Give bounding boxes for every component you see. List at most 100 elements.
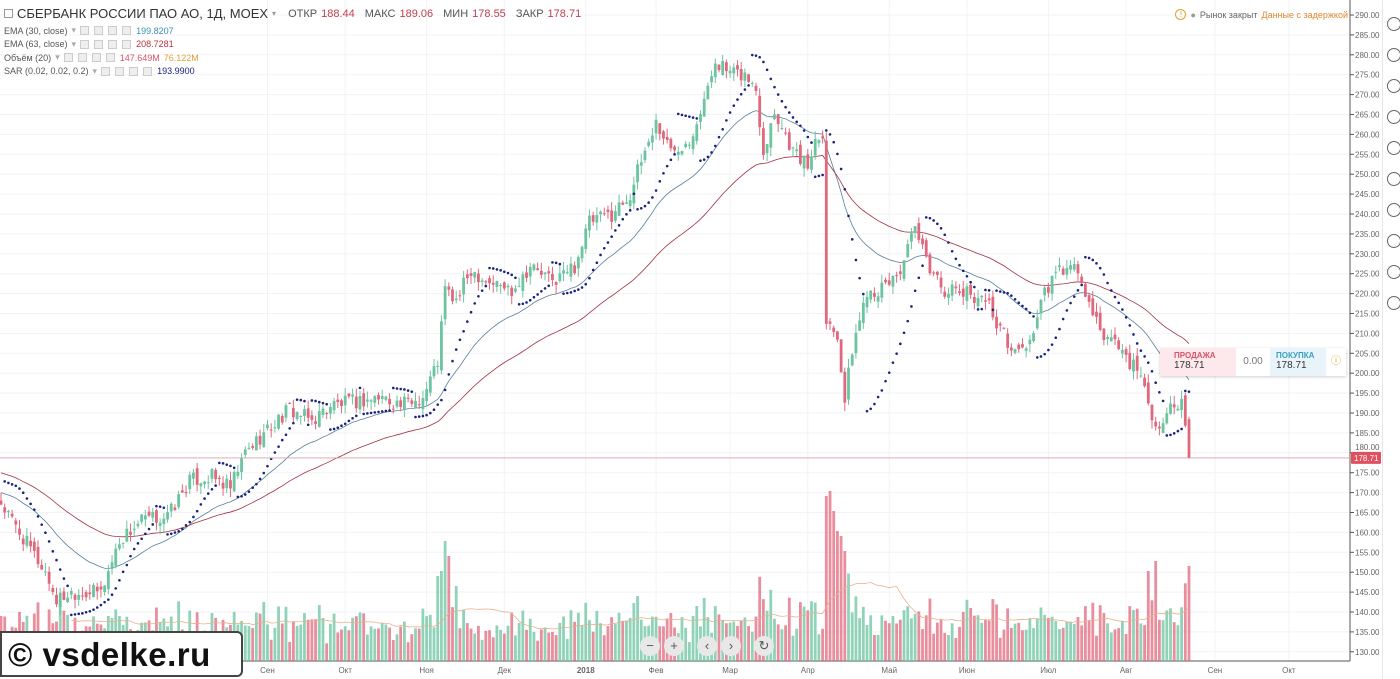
sar-dot: [662, 171, 665, 175]
candle: [784, 127, 787, 136]
candle-body: [1117, 340, 1121, 350]
indicator-volume[interactable]: Объём (20) ▾ 147.649M 76.122M: [4, 52, 199, 63]
volume-bar: [480, 639, 484, 661]
collapse-icon[interactable]: [4, 9, 13, 18]
candle-body: [236, 471, 240, 477]
close-icon[interactable]: [105, 53, 115, 63]
more-icon[interactable]: [129, 66, 139, 76]
candle: [121, 542, 125, 549]
zoom-out-button[interactable]: −: [640, 636, 660, 656]
scroll-forward-button[interactable]: ›: [721, 636, 741, 656]
clock-icon[interactable]: [1387, 79, 1400, 93]
sar-dot: [447, 373, 451, 376]
zoom-in-button[interactable]: +: [664, 636, 684, 656]
candle-body: [1102, 328, 1106, 341]
volume-bar: [784, 625, 787, 661]
close-icon[interactable]: [122, 26, 132, 36]
volume-bar: [761, 599, 765, 661]
settings-icon[interactable]: [77, 53, 87, 63]
candle: [166, 504, 169, 523]
sar-dot: [813, 175, 817, 179]
candle: [10, 509, 14, 519]
sar-dot: [676, 112, 680, 116]
sar-dot: [517, 302, 521, 306]
volume-bar: [691, 616, 695, 661]
watchlist-icon[interactable]: [1387, 48, 1400, 62]
price-tick-label: 165.00: [1355, 509, 1380, 518]
chevron-down-icon[interactable]: ▾: [272, 9, 277, 18]
chat-icon[interactable]: [1387, 141, 1400, 155]
streams-icon[interactable]: [1387, 203, 1400, 217]
sar-dot: [1135, 342, 1139, 345]
sar-dot: [954, 257, 958, 261]
volume-bar: [354, 616, 358, 661]
candle: [1009, 343, 1013, 357]
candle: [1076, 260, 1080, 281]
notifications-icon[interactable]: [1387, 296, 1400, 310]
candle: [584, 224, 588, 254]
sar-dot: [562, 292, 565, 295]
more-icon[interactable]: [91, 53, 101, 63]
hide-icon[interactable]: [63, 53, 73, 63]
candle: [110, 555, 114, 575]
reset-chart-button[interactable]: ↻: [754, 636, 774, 656]
candle-body: [358, 395, 362, 410]
candle: [229, 471, 232, 497]
sar-dot: [699, 159, 702, 162]
settings-icon[interactable]: [94, 26, 104, 36]
candle-body: [1098, 312, 1102, 330]
candle: [865, 290, 869, 313]
indicator-ema30[interactable]: EMA (30, close) ▾ 199.8207: [4, 25, 174, 36]
settings-icon[interactable]: [115, 66, 125, 76]
volume-bar: [343, 626, 347, 661]
delayed-data-text[interactable]: Данные с задержкой: [1261, 9, 1348, 20]
ideas-icon[interactable]: [1387, 172, 1400, 186]
candle-body: [843, 371, 847, 403]
candle: [924, 237, 928, 258]
price-tick-label: 155.00: [1355, 548, 1380, 557]
close-icon[interactable]: [143, 66, 153, 76]
more-icon[interactable]: [108, 39, 118, 49]
candle: [950, 279, 954, 302]
candle: [736, 60, 739, 77]
scroll-back-button[interactable]: ‹: [697, 636, 717, 656]
sar-dot: [588, 276, 591, 280]
volume-bar: [340, 629, 343, 661]
symbol-title[interactable]: СБЕРБАНК РОССИИ ПАО АО, 1Д, MOEX ▾ ОТКР 1…: [4, 6, 587, 21]
candle-body: [1080, 276, 1084, 284]
more-icon[interactable]: [108, 26, 118, 36]
candle-body: [884, 279, 887, 283]
sell-button[interactable]: ПРОДАЖА 178.71: [1160, 348, 1236, 376]
settings-icon[interactable]: [94, 39, 104, 49]
bulb-icon[interactable]: [1387, 265, 1400, 279]
sar-dot: [432, 408, 436, 411]
hide-icon[interactable]: [101, 66, 111, 76]
candle-body: [1183, 395, 1187, 426]
candle-body: [391, 408, 395, 410]
candle: [821, 130, 825, 144]
warning-icon[interactable]: !: [1175, 9, 1187, 20]
time-tick-label: Сен: [260, 666, 275, 675]
hide-icon[interactable]: [80, 39, 90, 49]
info-icon[interactable]: ⓘ: [1331, 356, 1341, 367]
candle: [976, 289, 980, 311]
volume-bar: [902, 610, 906, 661]
news-icon[interactable]: [1387, 234, 1400, 248]
candle-body: [103, 585, 107, 592]
calendar-icon[interactable]: [1387, 110, 1400, 124]
buy-button[interactable]: ПОКУПКА 178.71: [1270, 348, 1326, 376]
candle-body: [454, 298, 458, 301]
hide-icon[interactable]: [80, 26, 90, 36]
indicator-ema63[interactable]: EMA (63, close) ▾ 208.7281: [4, 38, 174, 50]
volume-bar: [1035, 618, 1039, 661]
volume-bar: [465, 623, 469, 661]
candle: [328, 403, 332, 420]
indicator-sar[interactable]: SAR (0.02, 0.02, 0.2) ▾ 193.9900: [4, 65, 195, 77]
volume-bar: [395, 634, 399, 661]
alarm-icon[interactable]: [1387, 17, 1400, 31]
candle-body: [262, 432, 266, 447]
candle: [29, 532, 33, 553]
close-icon[interactable]: [122, 39, 132, 49]
sar-dot: [958, 263, 961, 267]
